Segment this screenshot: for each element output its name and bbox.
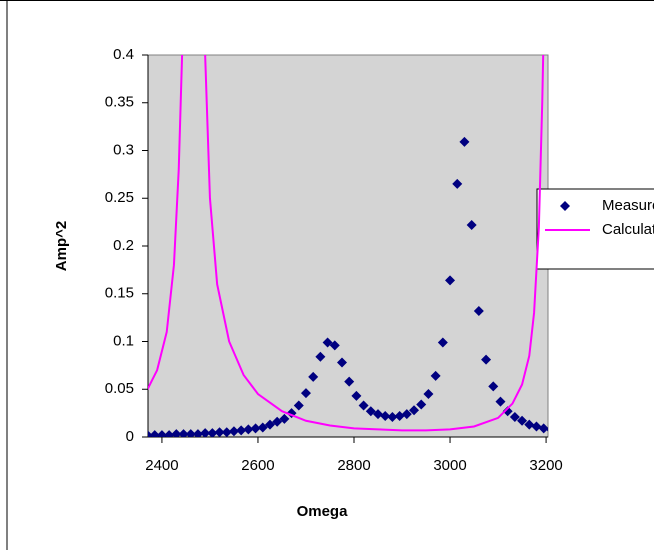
data-point	[351, 390, 362, 401]
data-point	[221, 427, 232, 437]
data-point	[524, 419, 535, 430]
legend-label: Calculated	[602, 221, 654, 238]
data-point	[243, 424, 254, 435]
data-point	[164, 430, 175, 437]
x-tick-label: 3000	[433, 457, 466, 474]
data-point	[452, 178, 463, 189]
data-point	[293, 400, 304, 411]
data-point	[336, 357, 347, 368]
data-point	[430, 370, 441, 381]
x-axis-title: Omega	[297, 503, 349, 520]
data-point	[228, 426, 239, 437]
x-tick-label: 2800	[337, 457, 370, 474]
data-point	[308, 371, 319, 382]
x-tick-label: 2400	[145, 457, 178, 474]
data-point	[264, 419, 275, 430]
data-point	[531, 421, 542, 432]
data-point	[257, 422, 268, 433]
data-point	[250, 423, 261, 434]
y-axis-title: Amp^2	[53, 221, 70, 271]
data-point	[416, 399, 427, 410]
y-tick-label: 0.25	[105, 189, 134, 206]
data-point	[538, 423, 548, 434]
data-point	[517, 415, 528, 426]
data-point	[437, 337, 448, 348]
data-point	[365, 406, 376, 417]
data-point	[380, 410, 391, 421]
x-tick-label: 3200	[529, 457, 562, 474]
data-point	[236, 425, 247, 436]
data-point	[315, 351, 326, 362]
data-point	[545, 427, 548, 432]
y-tick-label: 0	[126, 428, 134, 445]
data-point	[329, 340, 340, 351]
data-point	[171, 429, 182, 437]
data-point	[394, 410, 405, 421]
data-point	[481, 354, 492, 365]
data-point	[185, 429, 196, 437]
y-tick-label: 0.1	[113, 332, 134, 349]
data-point	[473, 305, 484, 316]
data-point	[423, 389, 434, 400]
y-tick-label: 0.05	[105, 380, 134, 397]
data-point	[466, 219, 477, 230]
legend-label: Measured	[602, 197, 654, 214]
data-point	[192, 429, 203, 437]
calculated-line	[148, 55, 545, 432]
legend-marker	[560, 201, 570, 211]
data-point	[358, 400, 369, 411]
data-point	[178, 429, 189, 437]
data-point	[495, 396, 506, 407]
y-tick-label: 0.15	[105, 285, 134, 302]
y-tick-label: 0.35	[105, 94, 134, 111]
data-point	[409, 405, 420, 416]
data-point	[279, 413, 290, 424]
data-point	[502, 406, 513, 417]
data-point	[300, 388, 311, 399]
data-point	[459, 136, 470, 147]
data-point	[387, 411, 398, 422]
data-point	[509, 411, 520, 422]
data-point	[488, 381, 499, 392]
data-point	[207, 428, 218, 437]
x-tick-label: 2600	[241, 457, 274, 474]
data-point	[344, 376, 355, 387]
data-point	[445, 275, 456, 286]
data-point	[214, 427, 225, 437]
data-point	[200, 428, 211, 437]
data-point	[401, 409, 412, 420]
y-tick-label: 0.4	[113, 46, 134, 63]
plot-data	[148, 55, 548, 437]
y-tick-label: 0.2	[113, 237, 134, 254]
data-point	[322, 337, 333, 348]
y-tick-label: 0.3	[113, 141, 134, 158]
data-point	[373, 409, 384, 420]
data-point	[272, 416, 283, 427]
